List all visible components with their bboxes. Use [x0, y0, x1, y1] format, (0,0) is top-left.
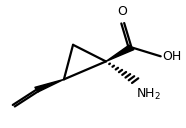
- Text: O: O: [117, 5, 127, 18]
- Text: NH$_2$: NH$_2$: [136, 87, 161, 102]
- Polygon shape: [106, 45, 134, 61]
- Text: OH: OH: [163, 50, 182, 63]
- Polygon shape: [35, 79, 64, 92]
